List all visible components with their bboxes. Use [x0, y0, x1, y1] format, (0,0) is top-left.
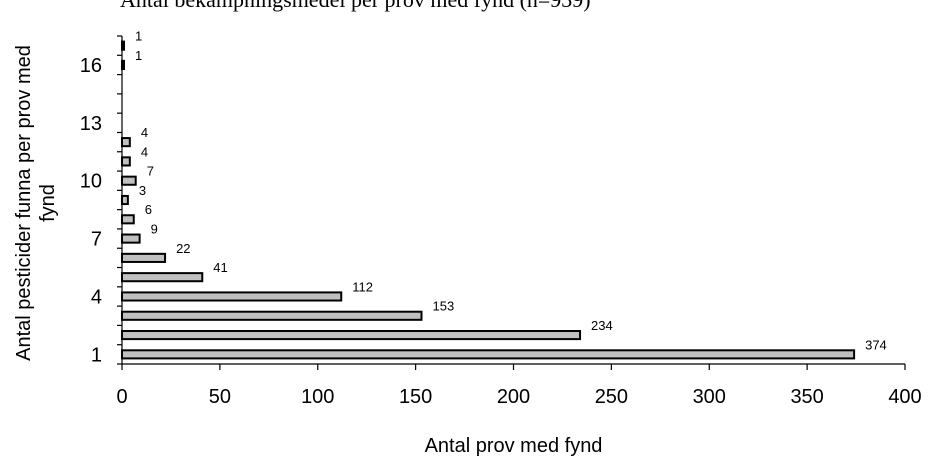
data-label-category-10: 7 — [147, 164, 154, 179]
x-axis-title: Antal prov med fynd — [425, 435, 603, 457]
y-ticks-group: 1 4 7 10 13 16 — [80, 35, 122, 366]
y-axis-title: Antal pesticider funna per prov med fynd — [13, 45, 59, 361]
bar-category-7 — [121, 233, 141, 244]
x-tick-label-150: 150 — [399, 386, 432, 408]
data-label-category-1: 374 — [865, 337, 887, 352]
x-tick-label-50: 50 — [209, 386, 231, 408]
data-label-category-2: 234 — [591, 318, 613, 333]
x-tick-label-0: 0 — [116, 386, 127, 408]
data-label-category-3: 153 — [432, 299, 454, 314]
data-label-category-16: 1 — [135, 48, 142, 63]
data-label-category-8: 6 — [145, 202, 152, 217]
data-label-category-5: 41 — [213, 260, 227, 275]
x-tick-label-200: 200 — [497, 386, 530, 408]
bar-category-4 — [121, 291, 343, 302]
bars-group — [121, 40, 856, 360]
bar-category-5 — [121, 272, 204, 283]
bar-category-9 — [121, 194, 129, 206]
y-tick-label-10: 10 — [80, 171, 102, 193]
bar-category-8 — [121, 214, 135, 225]
data-label-category-6: 22 — [176, 241, 190, 256]
x-tick-label-300: 300 — [693, 386, 726, 408]
bar-category-6 — [121, 252, 167, 263]
cropped-header-text-content: Antal bekämpningsmedel per prov med fynd… — [120, 0, 591, 13]
y-axis-title-line-1: Antal pesticider funna per prov med — [13, 45, 35, 361]
bar-category-3 — [121, 310, 423, 321]
x-ticks-group: 0 50 100 150 200 250 300 350 400 — [116, 364, 922, 408]
data-label-category-11: 4 — [141, 144, 148, 159]
data-label-category-7: 9 — [151, 222, 158, 237]
x-tick-label-350: 350 — [790, 386, 823, 408]
data-label-category-17: 1 — [135, 29, 142, 44]
y-axis-title-line-2: fynd — [37, 184, 59, 222]
y-tick-label-1: 1 — [91, 344, 102, 366]
y-tick-label-13: 13 — [80, 113, 102, 135]
bar-category-10 — [121, 175, 137, 186]
x-tick-label-400: 400 — [888, 386, 921, 408]
x-tick-label-100: 100 — [301, 386, 334, 408]
y-tick-label-4: 4 — [91, 286, 102, 308]
cropped-header-text: Antal bekämpningsmedel per prov med fynd… — [0, 0, 928, 14]
bar-category-1 — [121, 349, 856, 360]
data-label-category-12: 4 — [141, 125, 148, 140]
y-tick-label-7: 7 — [91, 229, 102, 251]
data-label-category-9: 3 — [139, 183, 146, 198]
x-tick-label-250: 250 — [595, 386, 628, 408]
y-tick-label-16: 16 — [80, 55, 102, 77]
bar-category-12 — [121, 137, 131, 148]
bar-category-11 — [121, 156, 131, 167]
data-label-category-4: 112 — [352, 279, 373, 294]
bar-category-2 — [121, 330, 582, 341]
